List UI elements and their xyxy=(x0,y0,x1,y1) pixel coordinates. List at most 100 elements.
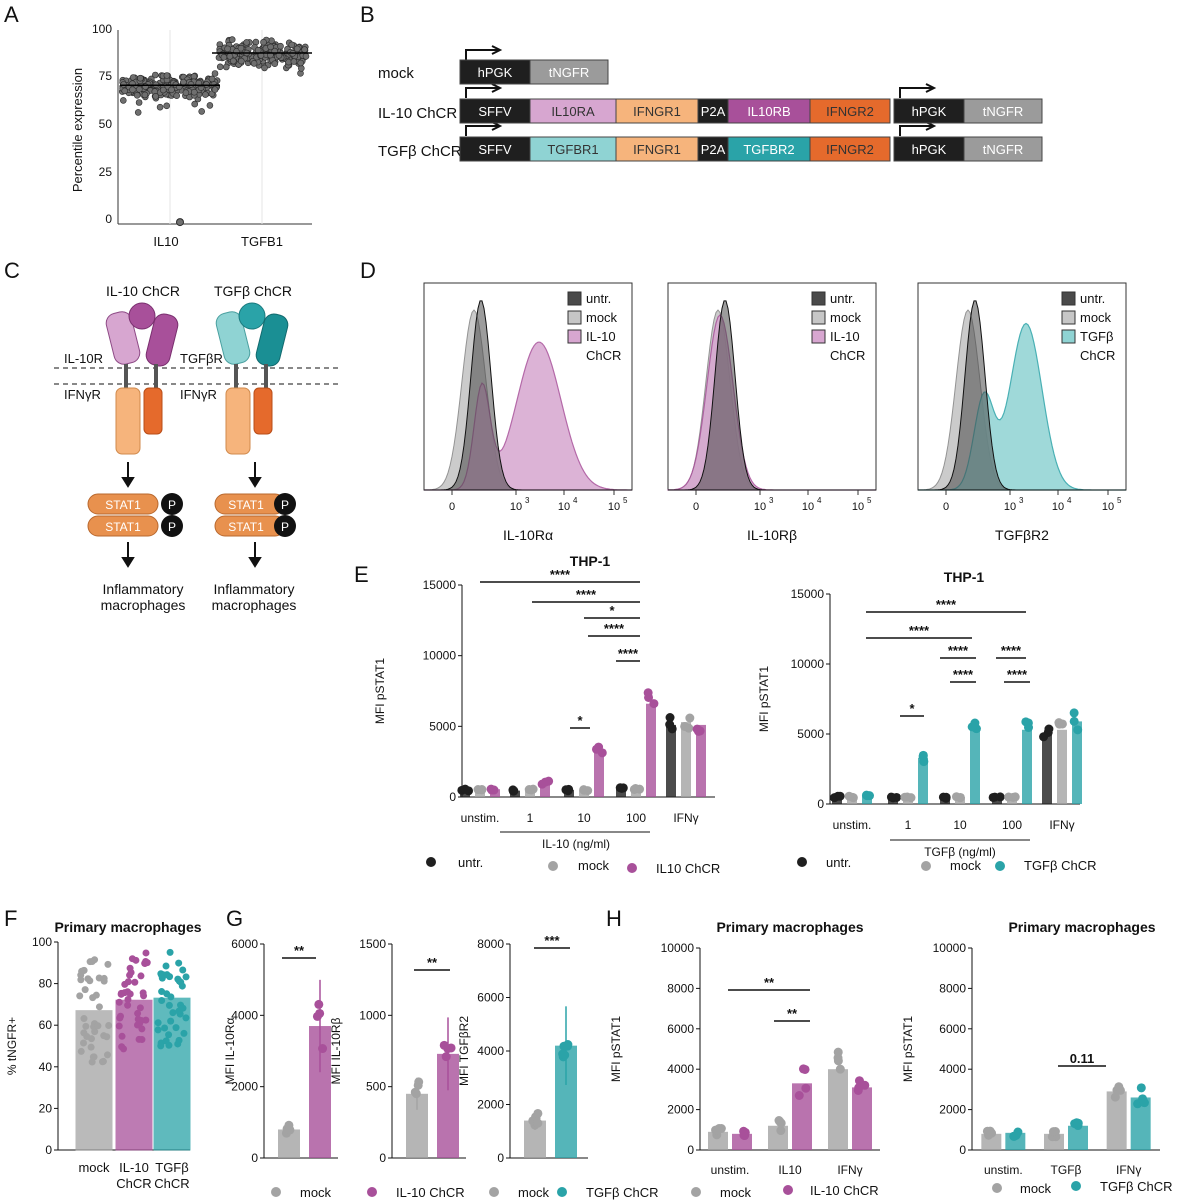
legend-dot xyxy=(783,1185,793,1195)
promoter-arrow-icon xyxy=(465,121,503,136)
significance-label: **** xyxy=(604,621,625,636)
construct-segment xyxy=(809,136,891,162)
data-point xyxy=(124,1001,132,1009)
label-tgfbr: TGFβR xyxy=(180,351,223,366)
x-tick-label: 100 xyxy=(626,811,646,825)
promoter-arrow-icon xyxy=(899,83,937,98)
legend-swatch xyxy=(1061,310,1076,325)
construct-segment xyxy=(893,98,965,124)
legend-label: mock xyxy=(578,858,610,873)
expression-point xyxy=(228,36,236,43)
y-tick-label: 4000 xyxy=(231,1008,258,1022)
data-point xyxy=(134,1009,142,1017)
y-tick-label: 6000 xyxy=(231,937,258,951)
panel-label-g: G xyxy=(226,906,243,931)
legend-label: untr. xyxy=(458,855,483,870)
data-point xyxy=(76,992,84,1000)
tgfb-receptor-icon xyxy=(215,302,289,455)
label-il10r: IL-10R xyxy=(64,351,103,366)
data-point xyxy=(157,1042,165,1050)
x-axis-label: IL-10 (ng/ml) xyxy=(542,837,610,851)
significance-label: * xyxy=(909,701,915,716)
data-point xyxy=(84,975,92,983)
data-point xyxy=(180,1029,188,1037)
expression-point xyxy=(238,57,245,65)
chart-g3: 0 2000 4000 6000 8000 MFI TGFβR2 *** xyxy=(457,933,588,1165)
bar xyxy=(970,729,980,804)
data-point xyxy=(487,785,497,795)
histogram-tick-label: 10 xyxy=(852,501,864,513)
expression-point xyxy=(226,52,234,60)
expression-point xyxy=(220,53,228,61)
histogram-tick-exponent: 4 xyxy=(817,496,822,505)
y-tick-label: 6000 xyxy=(939,1022,966,1036)
data-point xyxy=(618,783,628,793)
data-point xyxy=(175,1036,183,1044)
construct-segment xyxy=(893,136,965,162)
significance-label: **** xyxy=(948,643,969,658)
data-point xyxy=(158,997,166,1005)
data-point xyxy=(441,1052,451,1062)
legend-dot xyxy=(271,1187,281,1197)
chart-g2: 0 500 1000 1500 MFI IL-10Rβ ** xyxy=(329,937,466,1165)
y-tick-label: 40 xyxy=(39,1060,53,1074)
construct-segment-label: tNGFR xyxy=(983,104,1023,119)
y-tick-label: 2000 xyxy=(667,1103,694,1117)
data-point xyxy=(87,1043,95,1051)
y-tick-label: 6000 xyxy=(477,991,504,1005)
histogram-tick-label: 10 xyxy=(1004,501,1016,513)
histogram-tick-exponent: 4 xyxy=(573,496,578,505)
legend-label: mock xyxy=(300,1185,332,1200)
signal-arrowhead-icon xyxy=(248,477,262,488)
construct-segment-label: IFNGR1 xyxy=(633,142,681,157)
legend-label: TGFβ ChCR xyxy=(586,1185,658,1200)
expression-point xyxy=(191,88,198,96)
panel-a-ytick: 0 xyxy=(105,212,112,226)
data-point xyxy=(509,786,519,796)
histogram-untr xyxy=(918,300,1126,491)
bar xyxy=(1068,1125,1088,1150)
legend-dot xyxy=(367,1187,377,1197)
bar xyxy=(852,1087,872,1150)
chart-e1: THP-1 0 5000 10000 15000 MFI pSTAT1 unstim. 1 10… xyxy=(373,553,720,876)
data-point xyxy=(137,1016,145,1024)
data-point xyxy=(116,1012,124,1020)
histogram-tick-label: 10 xyxy=(608,501,620,513)
histogram-tick-exponent: 5 xyxy=(867,496,872,505)
bar xyxy=(681,722,691,797)
bar xyxy=(1072,721,1082,804)
x-tick-label: ChCR xyxy=(116,1176,151,1191)
phospho-label: P xyxy=(168,498,176,512)
diagram-title-tgfb: TGFβ ChCR xyxy=(214,283,292,299)
data-point xyxy=(1069,716,1079,726)
construct-segment-label: tNGFR xyxy=(983,142,1023,157)
legend-label: mock xyxy=(830,310,862,325)
y-tick-label: 2000 xyxy=(231,1080,258,1094)
legend-label: IL-10 xyxy=(586,329,616,344)
histogram-tick-label: 10 xyxy=(802,501,814,513)
x-tick-label: TGFβ xyxy=(155,1160,188,1175)
bar xyxy=(278,1129,300,1158)
legend-dot xyxy=(691,1187,701,1197)
data-point xyxy=(169,1009,177,1017)
expression-point xyxy=(160,86,167,94)
data-point xyxy=(121,989,129,997)
construct-segment-label: P2A xyxy=(701,142,726,157)
data-point xyxy=(88,957,96,965)
y-tick-label: 15000 xyxy=(423,578,457,592)
bar xyxy=(666,724,676,797)
expression-point xyxy=(293,45,301,53)
panel-a-ytick: 75 xyxy=(99,69,113,83)
expression-point xyxy=(168,86,175,94)
legend-label: untr. xyxy=(826,855,851,870)
data-point xyxy=(81,986,89,994)
histogram-xlabel: IL-10Rβ xyxy=(747,527,797,543)
expression-point xyxy=(250,60,258,67)
legend-label: ChCR xyxy=(830,348,865,363)
panel-a-ytick: 50 xyxy=(99,117,113,131)
y-tick-label: 20 xyxy=(39,1101,53,1115)
il10-receptor-icon xyxy=(105,302,179,455)
histogram-tick-label: 10 xyxy=(558,501,570,513)
